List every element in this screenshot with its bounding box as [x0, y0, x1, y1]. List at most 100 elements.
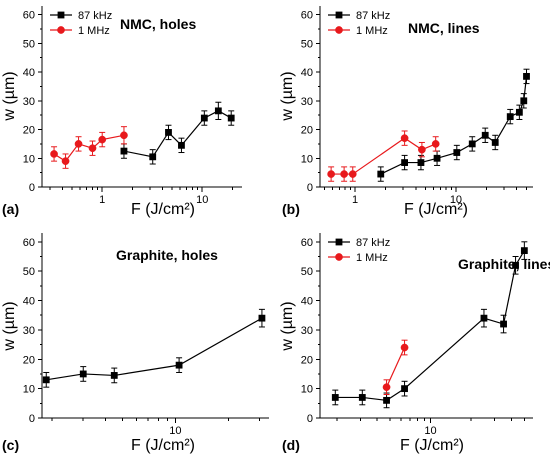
data-point	[258, 314, 266, 322]
x-tick-label: 10	[424, 425, 436, 437]
data-point	[417, 159, 425, 166]
series-1	[382, 339, 409, 396]
y-tick-label: 0	[307, 182, 313, 194]
data-point	[110, 372, 118, 379]
y-tick-label: 60	[23, 237, 35, 249]
data-point	[358, 394, 366, 401]
data-point	[506, 113, 514, 121]
series-0	[377, 68, 530, 182]
y-tick-label: 0	[307, 413, 313, 425]
series-line	[335, 250, 525, 402]
y-tick-label: 50	[301, 38, 313, 50]
data-point	[74, 140, 83, 148]
x-axis-title: F (J/cm²)	[400, 437, 464, 454]
panel-label: (a)	[2, 201, 19, 217]
y-tick-label: 50	[23, 266, 35, 278]
legend-marker	[335, 253, 343, 261]
series-0	[120, 101, 235, 165]
legend-label: 87 kHz	[356, 237, 390, 249]
legend-marker	[335, 238, 343, 246]
data-point	[468, 140, 476, 148]
data-point	[331, 394, 339, 401]
x-tick-label: 1	[352, 194, 358, 206]
data-point	[50, 150, 58, 158]
data-point	[149, 153, 157, 161]
data-point	[214, 107, 222, 115]
data-point	[42, 376, 50, 384]
y-tick-label: 60	[23, 10, 35, 22]
series-1	[327, 130, 440, 182]
panel-title: NMC, lines	[408, 20, 480, 36]
data-point	[400, 134, 409, 143]
y-tick-label: 30	[301, 96, 313, 108]
data-point	[520, 97, 528, 105]
series-1	[50, 126, 128, 169]
y-axis-title: w (µm)	[279, 71, 296, 121]
data-point	[520, 247, 528, 255]
y-tick-label: 40	[23, 296, 35, 308]
data-point	[400, 343, 409, 352]
x-tick-label: 1	[99, 194, 105, 206]
y-tick-label: 50	[23, 38, 35, 50]
panel-title: Graphite, holes	[116, 247, 218, 263]
legend: 87 kHz 1 MHz	[328, 10, 390, 37]
y-tick-label: 50	[301, 266, 313, 278]
data-point	[165, 129, 172, 136]
data-point	[377, 170, 385, 178]
data-point	[383, 396, 390, 404]
data-point	[340, 170, 348, 178]
legend-marker	[57, 26, 65, 34]
data-point	[500, 320, 507, 328]
data-point	[178, 141, 185, 149]
x-axis-title: F (J/cm²)	[404, 201, 468, 218]
data-point	[433, 154, 441, 162]
data-point	[431, 140, 440, 148]
y-tick-label: 10	[301, 384, 313, 396]
legend-label: 87 kHz	[356, 10, 390, 22]
data-point	[491, 139, 499, 146]
x-axis-title: F (J/cm²)	[131, 437, 195, 454]
data-point	[515, 108, 523, 116]
y-axis-title: w (µm)	[1, 301, 18, 351]
data-point	[523, 72, 530, 80]
data-point	[175, 361, 183, 369]
x-tick-label: 10	[169, 425, 181, 437]
series-line	[386, 347, 406, 388]
y-tick-label: 20	[23, 354, 35, 366]
legend-label: 87 kHz	[78, 10, 112, 22]
legend: 87 kHz 1 MHz	[50, 10, 112, 37]
data-point	[61, 157, 70, 165]
data-point	[401, 159, 409, 166]
y-tick-label: 60	[301, 10, 313, 22]
y-tick-label: 40	[301, 296, 313, 308]
data-point	[327, 170, 335, 178]
series-0	[42, 308, 266, 388]
legend: 87 kHz 1 MHz	[328, 237, 390, 264]
series-0	[331, 241, 528, 409]
y-tick-label: 0	[29, 182, 35, 194]
data-point	[453, 149, 461, 156]
y-tick-label: 10	[23, 384, 35, 396]
x-tick-label: 10	[450, 194, 462, 206]
y-tick-label: 20	[301, 354, 313, 366]
x-tick-label: 10	[196, 194, 208, 206]
y-tick-label: 20	[301, 125, 313, 137]
y-tick-label: 40	[23, 67, 35, 79]
data-point	[120, 131, 128, 140]
panel-label: (b)	[282, 201, 300, 217]
y-tick-label: 0	[29, 413, 35, 425]
panel-label: (c)	[2, 437, 19, 453]
legend-label: 1 MHz	[356, 252, 388, 264]
data-point	[401, 385, 408, 393]
legend-marker	[57, 11, 65, 19]
y-tick-label: 30	[23, 96, 35, 108]
legend-marker	[335, 26, 343, 34]
data-point	[512, 261, 519, 269]
legend-label: 1 MHz	[356, 25, 388, 37]
series-line	[46, 317, 263, 381]
y-tick-label: 20	[23, 125, 35, 137]
